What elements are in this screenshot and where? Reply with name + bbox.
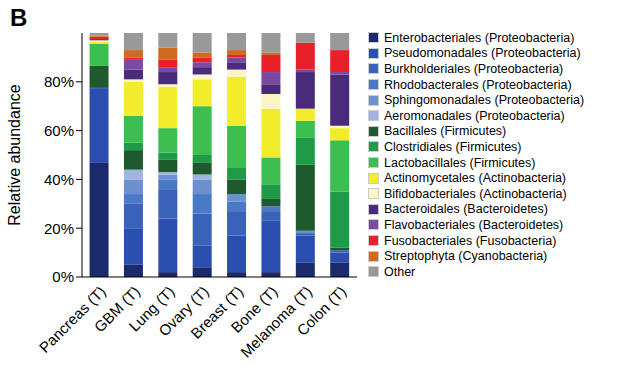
svg-text:60%: 60% <box>44 122 74 139</box>
html-text:Clostridiales (Firmicutes): Clostridiales (Firmicutes) <box>384 140 522 154</box>
html-text:Fusobacteriales (Fusobacteria): Fusobacteriales (Fusobacteria) <box>384 233 557 248</box>
html-text:Enterobacteriales (Proteobacte: Enterobacteriales (Proteobacteria) <box>384 30 575 45</box>
html-text:Lactobacillales (Firmicutes): Lactobacillales (Firmicutes) <box>384 155 536 170</box>
svg-text:80%: 80% <box>44 73 74 90</box>
html-text:Streptophyta (Cyanobacteria): Streptophyta (Cyanobacteria) <box>384 249 548 264</box>
svg-text:0%: 0% <box>52 268 74 285</box>
svg-text:GBM (T): GBM (T) <box>90 282 144 336</box>
html-text:Flavobacteriales (Bacteroidete: Flavobacteriales (Bacteroidetes) <box>384 217 564 232</box>
html-text:Bacillales (Firmicutes): Bacillales (Firmicutes) <box>384 124 507 139</box>
html-text:Aeromonadales (Proteobacteria): Aeromonadales (Proteobacteria) <box>384 108 565 123</box>
html-text:Actinomycetales (Actinobacteri: Actinomycetales (Actinobacteria) <box>384 171 566 186</box>
svg-text:20%: 20% <box>44 220 74 237</box>
html-text:Burkholderiales (Proteobacteri: Burkholderiales (Proteobacteria) <box>384 62 564 76</box>
html-text:Pseudomonadales (Proteobacteri: Pseudomonadales (Proteobacteria) <box>384 46 581 61</box>
svg-text:Melanoma (T): Melanoma (T) <box>237 282 316 361</box>
svg-text:40%: 40% <box>44 171 74 188</box>
svg-text:Bone (T): Bone (T) <box>227 282 281 336</box>
html-text:Bifidobacteriales (Actinobacte: Bifidobacteriales (Actinobacteria) <box>384 186 567 201</box>
svg-text:Relative abundance: Relative abundance <box>8 84 23 226</box>
svg-text:Lung (T): Lung (T) <box>125 282 178 335</box>
html-text:B: B <box>10 4 28 31</box>
html-text:Other: Other <box>384 264 416 279</box>
svg-text:Pancreas (T): Pancreas (T) <box>35 282 109 356</box>
html-text:Rhodobacterales (Proteobacteri: Rhodobacterales (Proteobacteria) <box>384 77 572 92</box>
html-text:Bacteroidales (Bacteroidetes): Bacteroidales (Bacteroidetes) <box>384 202 548 217</box>
svg-text:Ovary (T): Ovary (T) <box>155 282 212 340</box>
svg-text:Breast (T): Breast (T) <box>187 282 247 342</box>
svg-text:Colon (T): Colon (T) <box>293 283 349 339</box>
html-text:Sphingomonadales (Proteobacter: Sphingomonadales (Proteobacteria) <box>384 93 585 108</box>
